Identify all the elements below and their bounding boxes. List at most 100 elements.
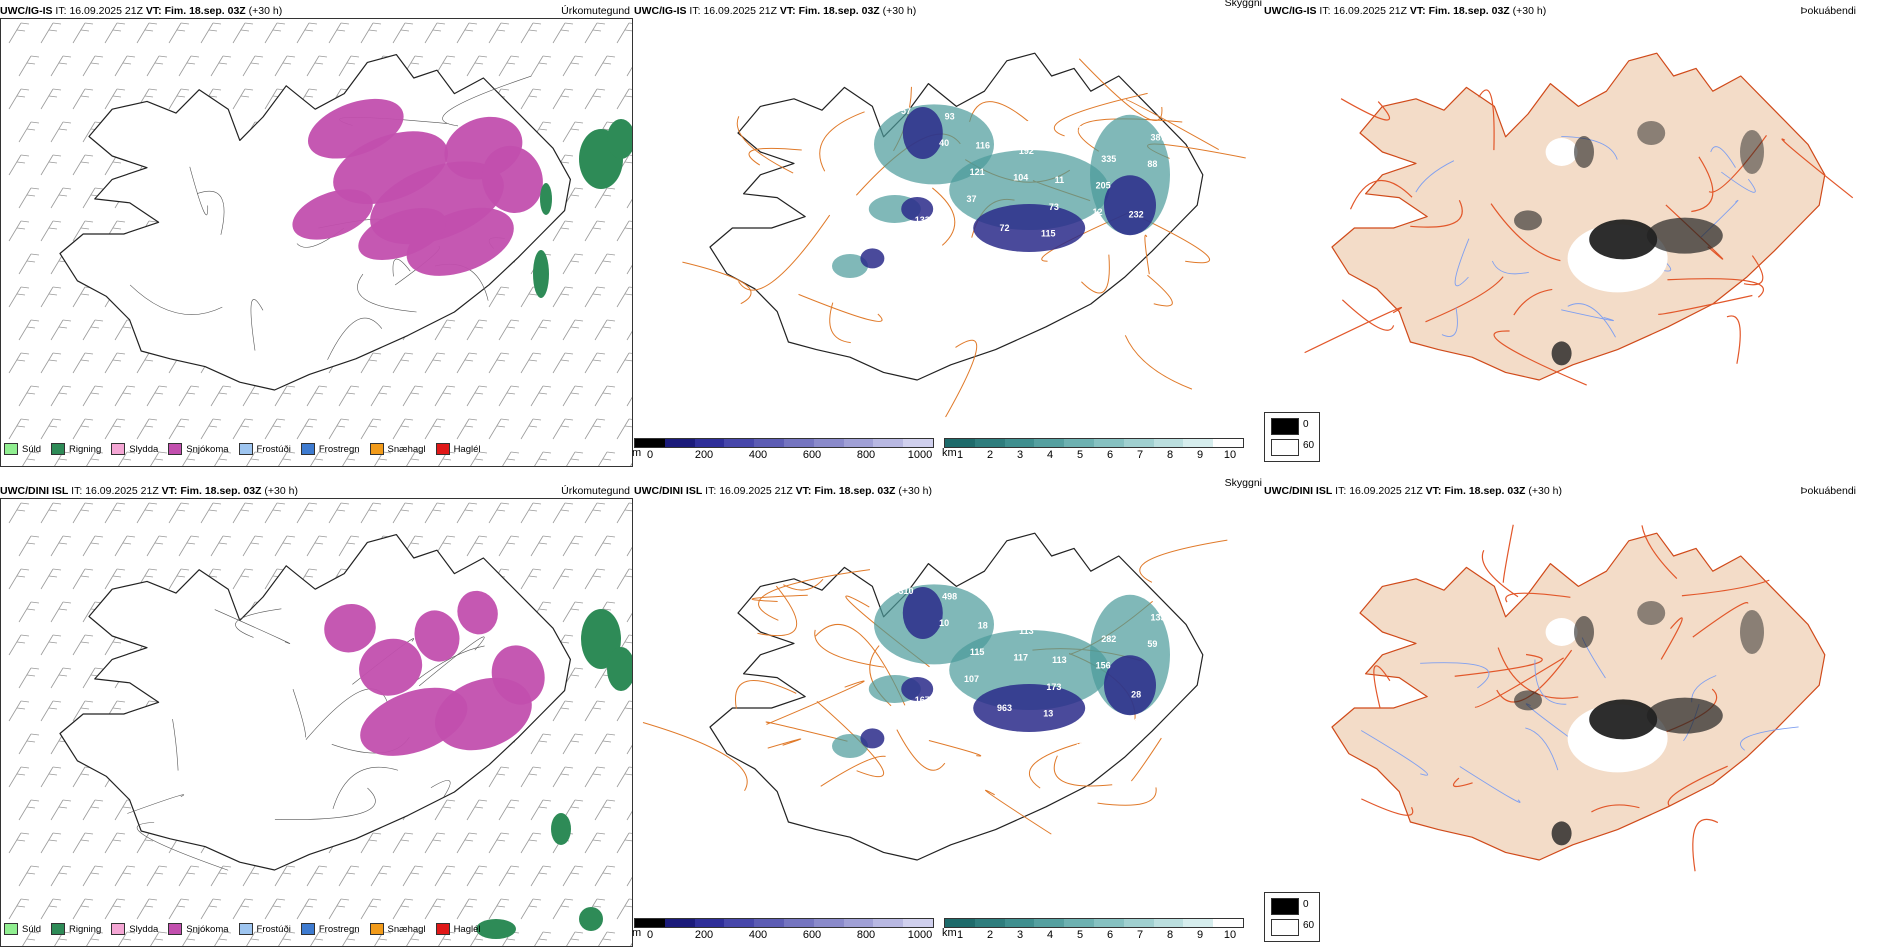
colorbar-tick: 1 [956,929,964,941]
panel-title: Úrkomutegund [561,485,630,497]
colorbar-tick: 1000 [907,929,933,941]
fog-map[interactable] [1264,498,1900,928]
visibility-value-label: 10 [939,618,949,628]
visibility-value-label: 310 [898,586,913,596]
visibility-value-label: 806 [920,188,935,198]
colorbar-segment [873,439,904,447]
legend-swatch [168,923,183,935]
it-label: IT: [705,485,717,497]
visibility-value-label: 156 [1096,660,1111,670]
colorbar-segment [813,919,844,927]
fog-legend-white-label: 60 [1303,920,1315,931]
legend-label: Rigning [69,443,102,455]
visibility-value-label: 73 [1049,202,1059,212]
it-label: IT: [1319,5,1331,17]
visibility-value-label: 113 [1052,655,1067,665]
vt-value: Fim. 18.sep. 03Z [1428,5,1510,17]
colorbar-segment [843,919,874,927]
visibility-map[interactable]: 57 116 11 232 57 286 335 806 72 497 387 121 73 94 93 19… [632,18,1264,448]
vt-label: VT: [1409,5,1426,17]
colorbar-segment [694,919,725,927]
colorbar-tick: 9 [1196,929,1204,941]
legend-label: Rigning [69,923,102,935]
legend-swatch [300,923,315,935]
colorbar-tick: 10 [1223,449,1237,461]
it-value: 16.09.2025 21Z [85,485,159,497]
precip-map[interactable] [1,19,632,466]
model-name: UWC/IG-IS [634,5,687,17]
legend-swatch [51,443,66,455]
visibility-value-label: 456 [920,668,935,678]
forecast-row: UWC/IG-IS IT: 16.09.2025 21Z VT: Fim. 18… [0,0,1900,472]
colorbar-tick: 7 [1136,929,1144,941]
visibility-value-label: 387 [1150,133,1165,143]
visibility-value-label: 11 [1055,175,1065,185]
ceiling-unit: m [632,927,642,939]
colorbar-segment [1093,919,1124,927]
legend-label: Frostregn [318,923,360,935]
legend-label: Slydda [129,443,159,455]
visibility-map[interactable]: 310 18 113 28 31 79 282 456 963 92 133 115 173 224 498… [632,498,1264,928]
panel-title: Skyggni [1224,477,1262,489]
colorbar-segment [1213,919,1243,927]
precip-legend-item: Snæhagl [369,923,426,935]
colorbar-tick: 200 [694,929,714,941]
panel-header: UWC/IG-IS IT: 16.09.2025 21Z VT: Fim. 18… [1264,2,1900,20]
visibility-colorbar: 1 2 3 4 5 6 7 8 9 10 km [942,438,1244,462]
colorbar-segment [903,919,933,927]
visibility-value-label: 173 [1046,682,1061,692]
colorbar-segment [1213,439,1243,447]
fog-map[interactable] [1264,18,1900,448]
colorbar-segment [694,439,725,447]
legend-label: Haglél [453,443,481,455]
visibility-value-label: 79 [1027,599,1037,609]
colorbar-segment [635,439,665,447]
colorbar-segment [664,439,695,447]
colorbar-tick: 8 [1166,449,1174,461]
colorbar-segment [1183,919,1214,927]
visibility-value-label: 93 [945,111,955,121]
legend-swatch [4,443,18,455]
colorbar-tick: 200 [694,449,714,461]
legend-label: Snjókoma [186,443,229,455]
visibility-unit: km [942,927,957,939]
colorbar-segment [724,439,755,447]
visibility-value-label: 133 [915,215,930,225]
fog-legend-black [1271,418,1299,435]
panel-title: Skyggni [1224,0,1262,9]
colorbar-tick: 9 [1196,449,1204,461]
panel-title: Úrkomutegund [561,5,630,17]
visibility-value-label: 115 [970,647,985,657]
it-label: IT: [1335,485,1347,497]
visibility-value-label: 286 [1024,119,1039,129]
visibility-value-label: 167 [915,695,930,705]
visibility-value-label: 282 [1101,634,1116,644]
colorbar-segment [873,919,904,927]
legend-label: Snæhagl [387,443,426,455]
legend-label: Frostúði [256,443,291,455]
precip-map[interactable] [1,499,632,946]
visibility-value-label: 963 [997,703,1012,713]
panel-header: UWC/DINI ISL IT: 16.09.2025 21Z VT: Fim.… [1264,482,1900,500]
colorbar-segment [664,919,695,927]
visibility-value-label: 72 [1000,223,1010,233]
precip-legend: Súld Rigning Slydda Snjókoma Frostúði Frostre… [4,443,481,455]
colorbar-segment [1093,439,1124,447]
ceiling-colorbar: 0 200 400 600 800 1000 m [632,918,934,942]
visibility-panel: UWC/DINI ISL IT: 16.09.2025 21Z VT: Fim.… [632,477,1264,952]
colorbar-segment [1004,439,1035,447]
precip-legend-item: Frostúði [238,443,291,455]
visibility-value-label: 107 [964,674,979,684]
colorbar-tick: 3 [1016,929,1024,941]
fog-legend-white-label: 60 [1303,440,1315,451]
colorbar-segment [974,919,1005,927]
visibility-value-label: 497 [1074,258,1089,268]
precip-legend-item: Frostregn [300,443,360,455]
precip-legend-item: Frostúði [238,923,291,935]
colorbar-tick: 6 [1106,449,1114,461]
visibility-value-label: 498 [942,591,957,601]
legend-label: Frostúði [256,923,291,935]
colorbar-tick: 8 [1166,929,1174,941]
colorbar-tick: 0 [646,449,654,461]
colorbar-segment [1064,439,1094,447]
